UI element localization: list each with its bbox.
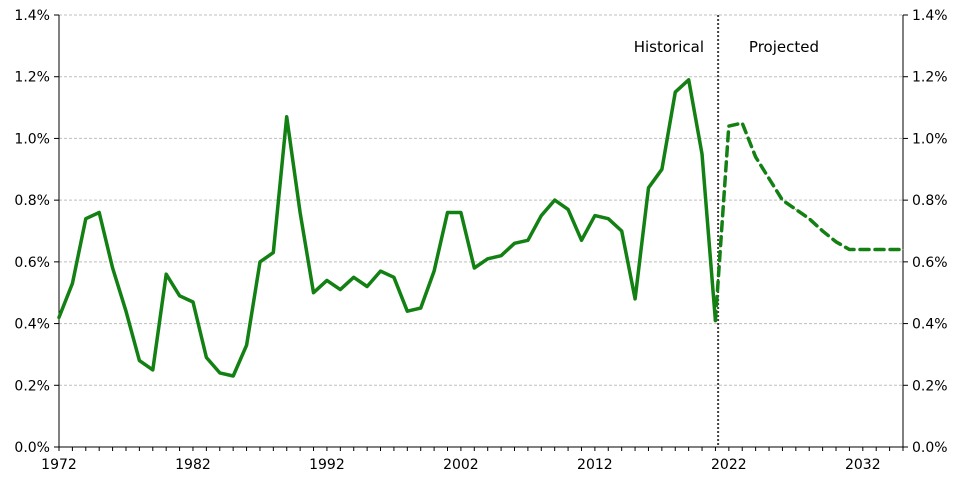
historical-data-point	[473, 267, 475, 269]
x-tick-label: 1972	[41, 457, 77, 473]
y-tick-label-right: 0.4%	[912, 317, 948, 333]
historical-data-point	[500, 255, 502, 257]
historical-data-point	[165, 273, 167, 275]
historical-data-point	[393, 276, 395, 278]
y-tick-label-left: 0.6%	[14, 255, 50, 271]
y-tick-label-left: 1.4%	[14, 8, 50, 24]
projected-data-point	[755, 156, 757, 158]
historical-data-point	[433, 270, 435, 272]
annotation-label: Historical	[634, 38, 704, 56]
historical-data-point	[232, 375, 234, 377]
historical-data-point	[58, 316, 60, 318]
historical-data-point	[607, 218, 609, 220]
gridlines	[59, 14, 903, 386]
y-tick-label-left: 0.2%	[14, 378, 50, 394]
historical-data-point	[460, 211, 462, 213]
historical-data-point	[406, 310, 408, 312]
historical-data-point	[71, 282, 73, 284]
historical-data-point	[621, 230, 623, 232]
y-tick-label-right: 1.0%	[912, 131, 948, 147]
annotation-label: Projected	[749, 38, 819, 56]
historical-data-point	[272, 252, 274, 254]
x-tick-label: 1992	[309, 457, 345, 473]
historical-data-point	[326, 279, 328, 281]
historical-data-point	[567, 208, 569, 210]
y-tick-label-right: 0.2%	[912, 378, 948, 394]
x-tick-label: 2032	[845, 457, 881, 473]
projected-data-point	[781, 199, 783, 201]
historical-data-point	[594, 215, 596, 217]
x-tick-label: 2002	[443, 457, 479, 473]
historical-data-point	[527, 239, 529, 241]
historical-data-point	[420, 307, 422, 309]
historical-data-point	[701, 153, 703, 155]
historical-data-point	[540, 215, 542, 217]
historical-data-point	[447, 211, 449, 213]
historical-data-point	[125, 310, 127, 312]
historical-series-line	[57, 78, 718, 378]
historical-data-point	[112, 267, 114, 269]
historical-data-point	[259, 261, 261, 263]
historical-data-point	[339, 289, 341, 291]
projected-data-point	[795, 208, 797, 210]
projected-data-point	[902, 249, 904, 251]
historical-data-point	[246, 344, 248, 346]
y-tick-label-right: 0.0%	[912, 440, 948, 456]
series	[57, 78, 905, 378]
projected-data-point	[741, 122, 743, 124]
historical-data-point	[580, 239, 582, 241]
axes	[54, 14, 908, 451]
y-tick-label-left: 0.0%	[14, 440, 50, 456]
y-tick-label-right: 1.4%	[912, 8, 948, 24]
historical-data-point	[152, 369, 154, 371]
historical-data-point	[688, 79, 690, 81]
y-tick-label-left: 1.0%	[14, 131, 50, 147]
projected-data-point	[835, 241, 837, 243]
historical-data-point	[205, 357, 207, 359]
projected-data-point	[728, 125, 730, 127]
historical-data-point	[138, 360, 140, 362]
historical-data-point	[661, 168, 663, 170]
y-tick-label-right: 0.6%	[912, 255, 948, 271]
y-tick-label-left: 0.8%	[14, 193, 50, 209]
projected-data-point	[848, 249, 850, 251]
projected-data-point	[889, 249, 891, 251]
projected-data-point	[822, 230, 824, 232]
historical-data-point	[98, 211, 100, 213]
y-tick-label-right: 1.2%	[912, 70, 948, 86]
x-tick-label: 2022	[711, 457, 747, 473]
projected-data-point	[714, 319, 716, 321]
x-tick-label: 2012	[577, 457, 613, 473]
x-tick-label: 1982	[175, 457, 211, 473]
historical-data-point	[299, 211, 301, 213]
historical-data-point	[554, 199, 556, 201]
y-tick-label-left: 0.4%	[14, 317, 50, 333]
historical-data-point	[286, 116, 288, 118]
historical-data-point	[487, 258, 489, 260]
historical-data-point	[674, 91, 676, 93]
projected-data-point	[875, 249, 877, 251]
projected-data-point	[862, 249, 864, 251]
historical-data-point	[513, 242, 515, 244]
historical-data-point	[634, 298, 636, 300]
historical-data-point	[353, 276, 355, 278]
historical-data-point	[219, 372, 221, 374]
historical-data-point	[192, 301, 194, 303]
projected-data-point	[768, 178, 770, 180]
y-tick-label-left: 1.2%	[14, 70, 50, 86]
y-tick-label-right: 0.8%	[912, 193, 948, 209]
historical-data-point	[366, 286, 368, 288]
projected-data-point	[808, 218, 810, 220]
historical-data-point	[313, 292, 315, 294]
annotations: Historical Projected	[634, 38, 819, 56]
historical-data-point	[85, 218, 87, 220]
historical-data-point	[179, 295, 181, 297]
tick-labels: 0.0% 0.0% 0.2% 0.2% 0.4% 0.4% 0.6% 0.6% 0.8% 0.8%…	[14, 8, 947, 473]
historical-data-point	[380, 270, 382, 272]
projected-series-line	[713, 121, 905, 323]
historical-data-point	[647, 187, 649, 189]
